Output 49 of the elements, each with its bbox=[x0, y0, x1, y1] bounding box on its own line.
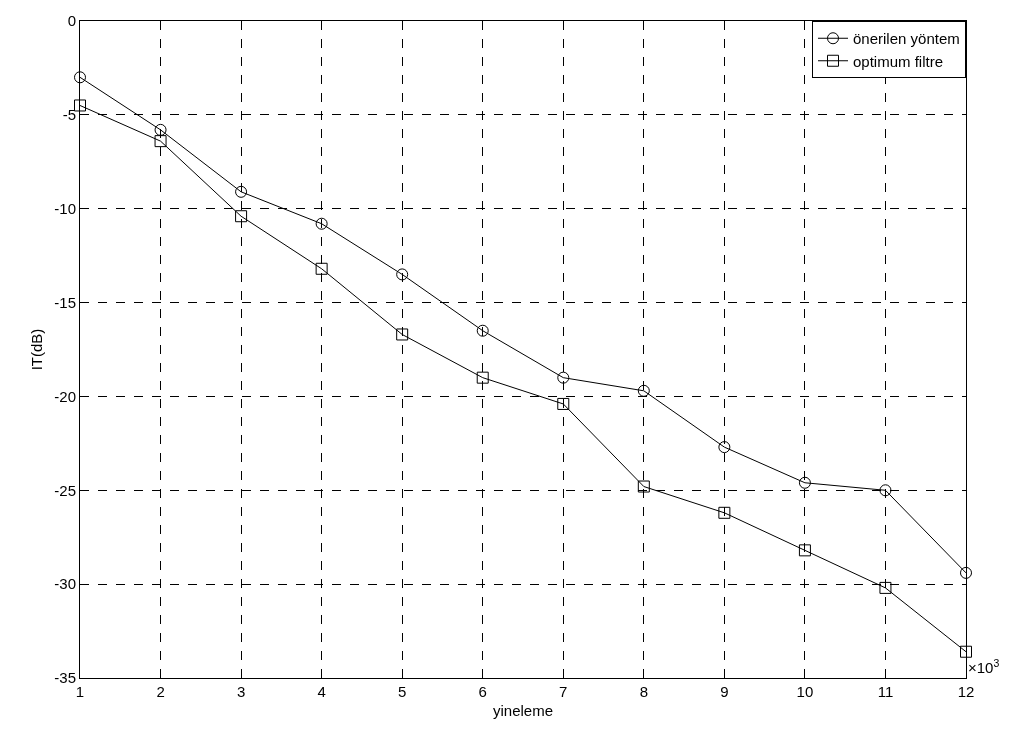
y-tick-label: -5 bbox=[62, 106, 76, 124]
x-tick-label: 5 bbox=[398, 683, 407, 700]
x-tick-label: 1 bbox=[75, 683, 85, 700]
point bbox=[396, 328, 409, 341]
point bbox=[798, 544, 811, 557]
point bbox=[396, 268, 409, 281]
x-tick-label: 10 bbox=[796, 683, 814, 700]
point bbox=[154, 135, 167, 148]
y-tick-label: -25 bbox=[54, 481, 76, 499]
point bbox=[960, 566, 972, 579]
y-tick-label: -10 bbox=[54, 199, 76, 217]
y-tick-label: 0 bbox=[67, 12, 76, 30]
legend-label: önerilen yöntem bbox=[853, 30, 960, 48]
point bbox=[74, 99, 86, 112]
y-tick-label: -15 bbox=[54, 293, 76, 311]
point bbox=[718, 506, 731, 519]
point bbox=[879, 581, 892, 594]
x-tick-label: 9 bbox=[720, 683, 729, 700]
legend-label: optimum filtre bbox=[853, 52, 944, 70]
point bbox=[718, 441, 731, 454]
x-tick-label: 3 bbox=[236, 683, 246, 700]
point bbox=[476, 371, 489, 384]
x-tick-label: 12 bbox=[957, 683, 975, 700]
text: ×10$^{3}$ bbox=[968, 657, 1000, 677]
point bbox=[315, 217, 328, 230]
x-tick-label: 11 bbox=[877, 683, 894, 700]
y-axis-title: IT(dB) bbox=[27, 328, 45, 371]
point bbox=[74, 71, 86, 84]
point bbox=[798, 476, 811, 489]
x-tick-label: 8 bbox=[639, 683, 648, 700]
point bbox=[557, 397, 570, 410]
y-tick-label: -20 bbox=[54, 387, 76, 405]
point bbox=[235, 185, 248, 198]
point bbox=[557, 371, 570, 384]
point bbox=[637, 480, 650, 493]
point bbox=[960, 645, 972, 658]
point bbox=[476, 324, 489, 337]
x-tick-label: 4 bbox=[317, 683, 326, 700]
point bbox=[154, 123, 167, 136]
point bbox=[879, 484, 892, 497]
point bbox=[315, 262, 328, 275]
y-tick-label: -30 bbox=[54, 575, 76, 593]
x-tick-label: 6 bbox=[478, 683, 487, 700]
x-axis-title: yineleme bbox=[492, 702, 554, 719]
point bbox=[235, 210, 248, 223]
x-tick-label: 2 bbox=[156, 683, 165, 700]
point bbox=[637, 384, 650, 397]
y-tick-label: -35 bbox=[54, 669, 76, 687]
x-tick-label: 7 bbox=[559, 683, 568, 700]
